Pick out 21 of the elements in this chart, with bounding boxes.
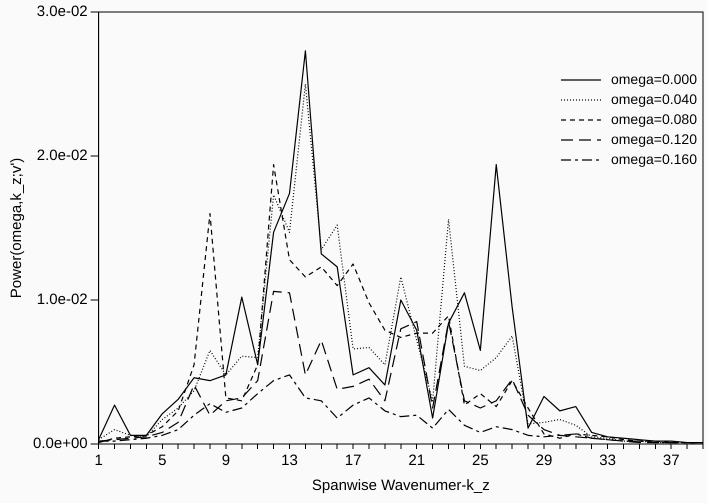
legend-label: omega=0.040: [610, 90, 698, 107]
x-tick-label: 1: [94, 452, 103, 470]
legend-label: omega=0.160: [610, 150, 698, 167]
y-tick-label: 1.0e-02: [36, 291, 88, 308]
y-tick-label: 2.0e-02: [36, 147, 88, 164]
legend-label: omega=0.000: [610, 70, 698, 87]
x-tick-label: 9: [222, 452, 230, 470]
legend-label: omega=0.080: [610, 110, 698, 127]
y-axis-title: Power(omega,k_z;v'): [8, 158, 26, 298]
x-tick-label: 29: [536, 452, 552, 470]
x-tick-label: 5: [158, 452, 166, 470]
x-axis-title: Spanwise Wavenumer-k_z: [312, 477, 490, 494]
y-tick-label: 0.0e+00: [33, 435, 88, 452]
x-tick-label: 17: [344, 452, 362, 470]
x-tick-label: 37: [662, 452, 680, 470]
x-tick-label: 13: [281, 452, 298, 470]
x-tick-label: 33: [599, 452, 616, 470]
y-tick-label: 3.0e-02: [36, 3, 88, 20]
x-tick-label: 21: [408, 452, 426, 470]
x-tick-label: 25: [472, 452, 489, 470]
legend-label: omega=0.120: [610, 130, 698, 147]
